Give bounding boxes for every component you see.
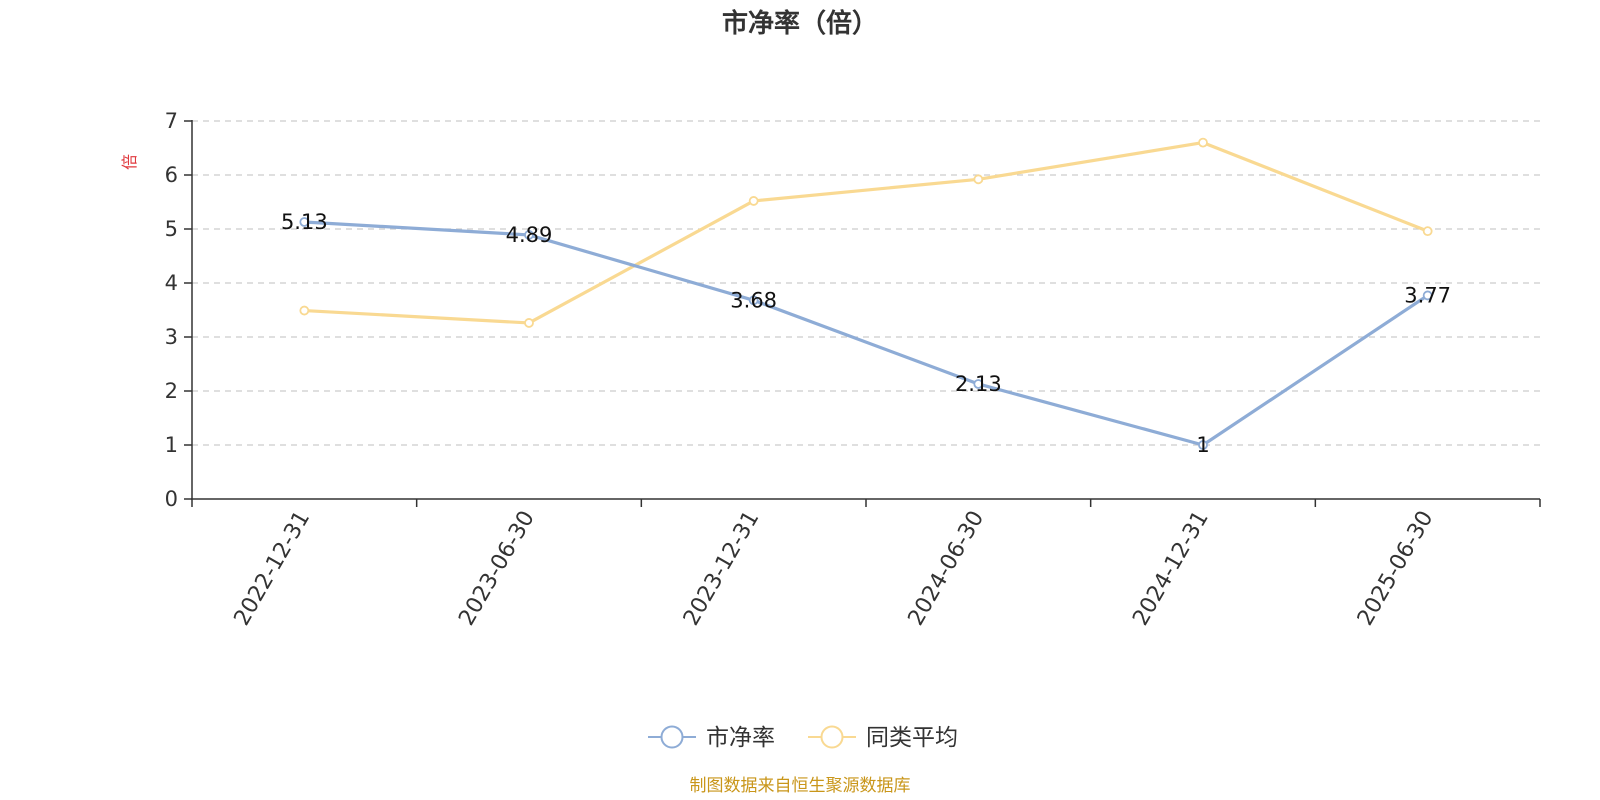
series-1-line: [302, 220, 1430, 447]
series-1-point-4[interactable]: [1198, 440, 1208, 450]
legend-item-1[interactable]: 市净率: [648, 725, 775, 751]
x-tick-label-2024-12-31: 2024-12-31: [1128, 507, 1214, 630]
data-label-1-5: 3.77: [1404, 283, 1451, 307]
data-label-1-4: 1: [1196, 433, 1209, 457]
series-2: [299, 137, 1433, 328]
legend-marker-2: [820, 725, 844, 749]
legend-marker-1: [660, 725, 684, 749]
y-axis-unit-label: 倍: [120, 154, 139, 170]
y-tick-label-6: 6: [165, 163, 178, 187]
series-2-line: [302, 141, 1430, 325]
x-tick-label-2023-06-30: 2023-06-30: [454, 507, 540, 630]
series-1-point-2[interactable]: [748, 295, 759, 306]
series-1-point-1[interactable]: [524, 230, 534, 240]
series-2-point-0[interactable]: [299, 305, 310, 316]
y-tick-label-1: 1: [165, 433, 178, 457]
chart-title: 市净率（倍）: [722, 8, 878, 39]
series-2-point-4[interactable]: [1198, 137, 1208, 148]
legend-label-2: 同类平均: [866, 725, 958, 751]
data-label-1-1: 4.89: [506, 223, 553, 247]
gridlines: [192, 120, 1540, 446]
series-1-point-0[interactable]: [299, 217, 310, 227]
series-1-point-3[interactable]: [973, 379, 984, 389]
data-label-1-3: 2.13: [955, 372, 1002, 396]
y-tick-label-0: 0: [165, 487, 178, 511]
y-tick-label-3: 3: [165, 325, 178, 349]
axes: 0 1 2 3 4 5 6 7 2022-12-31 2023-06-30 2023-12-31 20…: [165, 109, 1541, 630]
series-2-point-2[interactable]: [748, 196, 759, 206]
data-labels: 5.13 4.89 3.68 2.13 1 3.77: [281, 210, 1451, 457]
series-2-point-1[interactable]: [524, 318, 534, 328]
series-1: [299, 217, 1433, 450]
legend-label-1: 市净率: [706, 725, 775, 751]
data-label-1-2: 3.68: [730, 288, 777, 312]
y-tick-label-5: 5: [165, 217, 178, 241]
x-tick-label-2022-12-31: 2022-12-31: [230, 507, 316, 630]
series-1-point-5[interactable]: [1422, 290, 1433, 301]
x-tick-label-2023-12-31: 2023-12-31: [679, 507, 765, 630]
y-tick-label-2: 2: [165, 379, 178, 403]
x-tick-label-2024-06-30: 2024-06-30: [904, 507, 990, 630]
y-tick-label-4: 4: [165, 271, 178, 295]
series-2-point-3[interactable]: [973, 174, 984, 185]
x-tick-label-2025-06-30: 2025-06-30: [1353, 507, 1439, 630]
y-tick-label-7: 7: [165, 109, 178, 133]
data-label-1-0: 5.13: [281, 210, 328, 234]
series-lines: [299, 137, 1433, 450]
source-note: 制图数据来自恒生聚源数据库: [690, 776, 911, 796]
legend-item-2[interactable]: 同类平均: [808, 725, 958, 751]
legend[interactable]: 市净率 同类平均: [648, 725, 958, 751]
series-2-point-5[interactable]: [1422, 226, 1433, 237]
